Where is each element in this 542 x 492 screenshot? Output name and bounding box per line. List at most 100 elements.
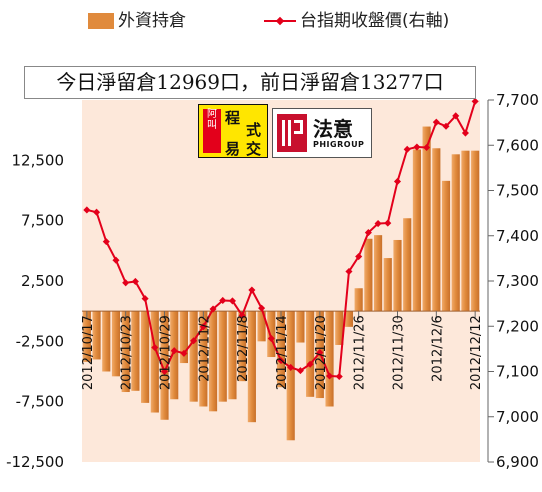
bar — [383, 258, 392, 312]
price-marker — [403, 145, 411, 153]
price-marker — [258, 304, 266, 312]
bar — [471, 150, 480, 312]
price-marker — [471, 97, 479, 105]
bar — [102, 311, 111, 372]
x-tick-label: 2012/10/29 — [159, 315, 174, 390]
price-marker — [287, 363, 295, 371]
right-axis-tick: 7,400 — [496, 227, 539, 245]
bar — [286, 311, 295, 441]
price-marker — [112, 256, 120, 264]
bar — [247, 311, 256, 423]
bar — [451, 154, 460, 312]
bar — [141, 311, 150, 403]
price-marker — [248, 286, 256, 294]
bar — [199, 311, 208, 407]
price-marker — [267, 334, 275, 343]
left-axis-tick: -7,500 — [16, 393, 64, 411]
bar — [150, 311, 159, 413]
bar — [393, 239, 402, 312]
price-marker — [423, 143, 431, 152]
price-marker — [180, 349, 188, 357]
right-axis-tick: 7,600 — [496, 136, 539, 154]
bar — [422, 126, 431, 312]
logo-char: 交 — [246, 140, 262, 158]
bar — [111, 311, 121, 377]
price-marker — [199, 323, 207, 331]
price-marker — [93, 208, 101, 216]
price-marker — [151, 343, 159, 352]
left-axis-tick: 7,500 — [21, 212, 64, 230]
price-marker — [326, 372, 334, 380]
bar — [412, 149, 421, 312]
price-marker — [277, 357, 285, 365]
bar — [441, 180, 451, 312]
x-tick-label: 2012/11/14 — [275, 315, 290, 390]
phigroup-name: 法意 — [313, 117, 353, 141]
x-tick-label: 2012/11/8 — [236, 315, 251, 382]
price-marker — [83, 206, 91, 214]
right-axis-tick: 7,000 — [496, 408, 539, 426]
price-marker — [102, 238, 110, 246]
bar — [364, 238, 373, 312]
price-marker — [228, 297, 236, 305]
bar — [238, 311, 247, 382]
price-marker — [432, 118, 440, 126]
x-tick-label: 2012/11/20 — [314, 315, 329, 390]
bar — [121, 311, 130, 393]
logo-char: 式 — [246, 121, 262, 139]
bar — [257, 311, 266, 342]
bar — [170, 311, 179, 400]
bar — [296, 311, 305, 343]
price-marker — [345, 267, 353, 276]
price-marker — [190, 337, 198, 345]
bar — [276, 311, 286, 388]
price-marker — [306, 360, 314, 368]
bar — [335, 311, 344, 345]
bar — [218, 311, 227, 402]
position-banner: 今日淨留倉12969口，前日淨留倉13277口 — [24, 66, 476, 99]
price-marker — [384, 219, 392, 227]
price-marker — [316, 348, 324, 357]
price-marker — [160, 367, 169, 376]
logo-char: 程 — [225, 109, 241, 127]
price-marker — [452, 112, 460, 120]
right-axis-tick: 7,200 — [496, 317, 539, 335]
x-tick-label: 2012/12/12 — [469, 315, 484, 390]
bar — [179, 311, 188, 364]
price-marker — [335, 372, 343, 381]
bar — [432, 148, 441, 312]
price-marker — [393, 177, 402, 185]
legend-label-bars: 外資持倉 — [118, 11, 186, 31]
bar — [325, 311, 334, 407]
bar — [189, 311, 198, 402]
price-marker — [170, 347, 178, 355]
price-marker — [374, 219, 382, 228]
right-axis-tick: 7,500 — [496, 182, 539, 200]
price-marker — [296, 367, 304, 375]
right-axis-tick: 7,100 — [496, 363, 539, 381]
price-marker — [141, 295, 149, 303]
price-marker — [122, 279, 130, 287]
legend-label-line: 台指期收盤價(右軸) — [300, 11, 450, 31]
bar — [82, 311, 91, 362]
bar — [306, 311, 315, 397]
bar — [461, 150, 470, 312]
logo-char: 易 — [225, 140, 241, 158]
price-marker — [238, 311, 246, 319]
program-trading-logo: 阿叫 程 式 交 易 — [198, 104, 268, 158]
legend-item-bars: 外資持倉 — [88, 6, 186, 31]
right-axis-tick: 6,900 — [496, 453, 539, 471]
price-marker — [355, 253, 363, 261]
phigroup-logo: 法意 PHIGROUP — [272, 108, 372, 158]
price-marker — [364, 229, 372, 237]
bar — [92, 311, 101, 360]
x-tick-label: 2012/11/30 — [391, 315, 406, 390]
x-tick-label: 2012/11/2 — [197, 315, 212, 382]
bar — [160, 311, 169, 420]
left-axis-tick: 2,500 — [21, 272, 64, 290]
x-tick-label: 2012/10/23 — [120, 315, 135, 390]
logo-mark: 阿叫 — [203, 109, 221, 153]
left-axis-tick: -12,500 — [6, 453, 64, 471]
bar — [344, 311, 354, 327]
